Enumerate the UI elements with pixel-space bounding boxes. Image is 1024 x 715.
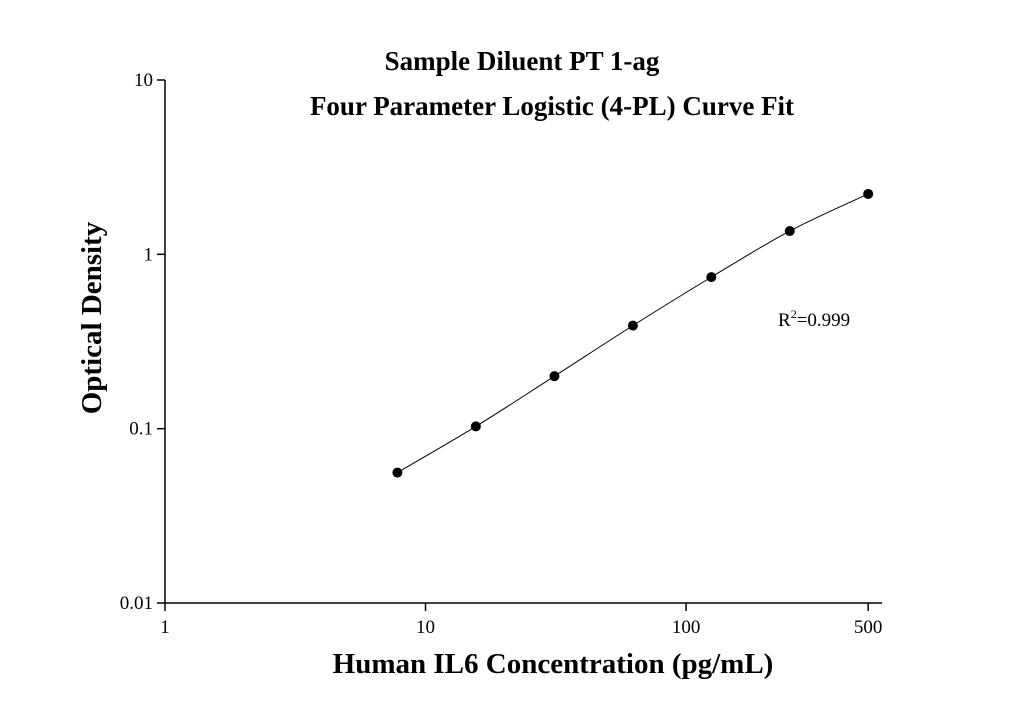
data-point [863, 188, 874, 199]
x-tick-label: 100 [672, 617, 701, 638]
fit-curve [397, 193, 869, 473]
x-axis-label: Human IL6 Concentration (pg/mL) [333, 648, 774, 680]
data-point [392, 467, 403, 478]
x-tick-label: 500 [854, 617, 883, 638]
annotation-base: R [778, 310, 791, 331]
chart-subtitle: Four Parameter Logistic (4-PL) Curve Fit [310, 91, 794, 121]
x-tick-label: 10 [416, 617, 435, 638]
data-point [784, 226, 795, 237]
x-tick-label: 1 [160, 617, 170, 638]
y-tick-label: 0.01 [120, 593, 153, 614]
y-tick-label: 0.1 [129, 419, 153, 440]
annotation-sup: 2 [791, 307, 797, 321]
data-point [706, 272, 717, 283]
y-tick-label: 10 [134, 70, 153, 91]
y-axis-label: Optical Density [76, 221, 108, 414]
data-point [627, 320, 638, 331]
annotation: R2=0.999 [778, 307, 850, 331]
data-point [470, 421, 481, 432]
data-point [549, 371, 560, 382]
y-tick-label: 1 [144, 244, 154, 265]
chart-title: Sample Diluent PT 1-ag [385, 46, 660, 76]
annotation-text: =0.999 [797, 310, 850, 331]
